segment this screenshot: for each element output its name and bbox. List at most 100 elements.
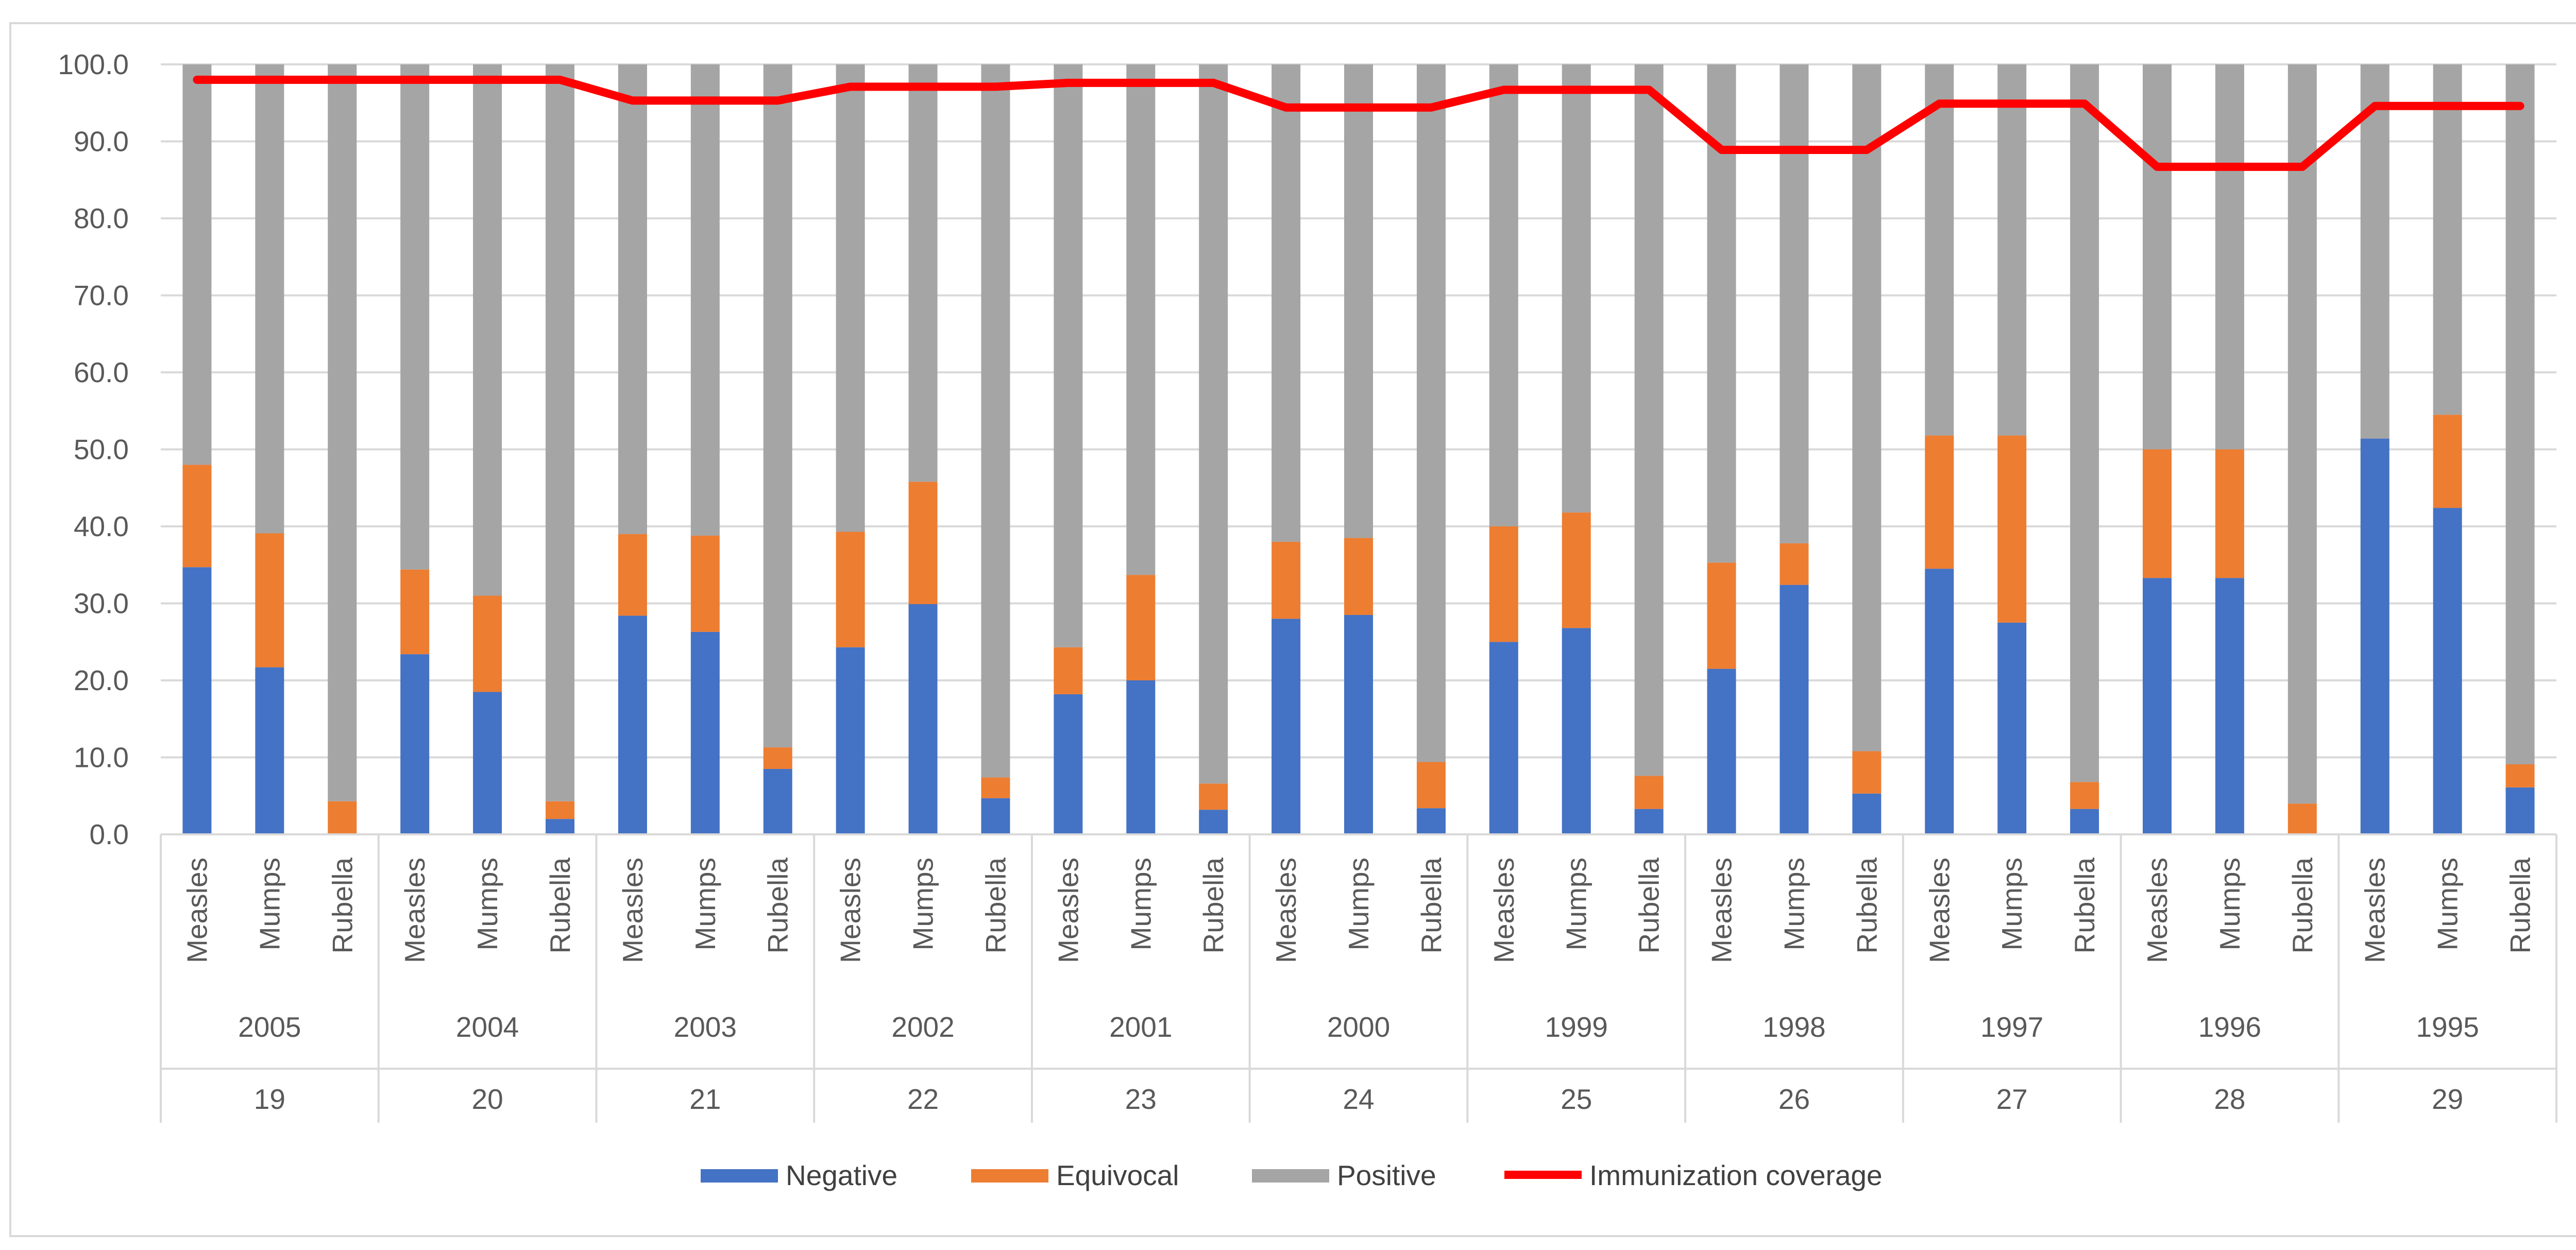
x-year-label: 2004 [456,1011,519,1043]
x-category-label: Rubella [1197,858,1229,954]
bar-segment-equivocal [1852,751,1882,794]
bar-segment-negative [2360,438,2389,834]
x-year-label: 2000 [1327,1011,1390,1043]
bar-segment-positive [1126,64,1156,575]
x-category-label: Measles [1270,858,1302,963]
bar-segment-equivocal [2287,803,2317,834]
bar-segment-positive [2360,64,2389,439]
x-category-label: Measles [1706,858,1738,963]
bar-segment-positive [2215,64,2244,450]
bar-segment-equivocal [1054,647,1083,694]
x-category-label: Rubella [2069,858,2100,954]
bar-segment-negative [2215,578,2244,834]
bar-segment-positive [1199,64,1228,784]
bar-segment-equivocal [1126,575,1156,680]
bar-segment-negative [836,647,865,834]
bar-segment-equivocal [2143,449,2172,578]
x-age-label: 28 [2214,1083,2245,1115]
bar-segment-negative [690,631,720,834]
bar-segment-negative [255,667,284,834]
bar-segment-negative [1707,669,1736,834]
bar-segment-equivocal [328,801,357,834]
bar-segment-negative [1489,642,1518,834]
x-year-label: 2005 [238,1011,301,1043]
bar-segment-positive [1852,64,1882,751]
bar-segment-equivocal [836,532,865,647]
bar-segment-negative [1634,809,1664,834]
x-year-label: 1998 [1762,1011,1825,1043]
x-year-label: 1999 [1545,1011,1608,1043]
x-year-label: 1996 [2198,1011,2261,1043]
bar-segment-equivocal [1272,541,1301,619]
coverage-line-layer [193,75,2524,171]
bar-segment-positive [2287,64,2317,804]
bar-segment-equivocal [2433,415,2462,508]
bar-segment-equivocal [1925,435,1954,569]
bar-segment-negative [981,798,1010,834]
bar-segment-negative [546,819,574,834]
x-category-label: Rubella [1415,858,1447,954]
x-category-label: Rubella [326,858,358,954]
x-age-label: 26 [1778,1083,1810,1115]
bar-segment-negative [763,768,792,834]
x-category-label: Mumps [1778,858,1810,950]
x-year-label: 1995 [2416,1011,2479,1043]
bar-segment-equivocal [473,595,502,692]
x-category-label: Rubella [2504,858,2536,954]
bar-segment-negative [618,615,647,834]
bar-segment-equivocal [400,569,430,655]
legend-label: Positive [1337,1159,1436,1191]
bar-segment-positive [2433,64,2462,415]
immunization-coverage-line [193,75,2524,171]
x-category-label: Mumps [1125,858,1157,950]
x-category-label: Measles [1923,858,1955,963]
bar-segment-negative [1199,810,1228,834]
legend-swatch-negative [701,1169,778,1183]
x-category-label: Measles [617,858,649,963]
x-category-label: Mumps [689,858,721,950]
x-age-label: 20 [471,1083,503,1115]
bar-segment-negative [473,692,502,834]
x-age-label: 22 [907,1083,939,1115]
y-tick-label: 40.0 [74,510,129,542]
x-category-label: Mumps [1561,858,1592,950]
bar-segment-equivocal [1997,435,2027,623]
bar-segment-negative [400,654,430,834]
bar-segment-positive [763,64,792,748]
legend-label: Immunization coverage [1589,1159,1883,1191]
x-category-label: Mumps [1343,858,1375,950]
x-category-label: Rubella [1851,858,1883,954]
bar-segment-positive [2143,64,2172,450]
bar-segment-positive [1416,64,1446,762]
x-category-label: Rubella [2286,858,2318,954]
bar-segment-negative [1416,808,1446,834]
x-age-label: 23 [1125,1083,1157,1115]
bar-segment-negative [2070,809,2099,834]
x-category-label: Mumps [471,858,503,950]
legend-label: Equivocal [1056,1159,1179,1191]
bar-segment-positive [1272,64,1301,542]
x-age-label: 19 [254,1083,285,1115]
x-category-label: Rubella [1633,858,1665,954]
bar-segment-equivocal [1199,783,1228,810]
bar-segment-negative [1852,793,1882,834]
x-age-label: 24 [1343,1083,1374,1115]
y-axis: 0.0 10.0 20.0 30.0 40.0 50.0 60.0 70.0 80.0 90.0 1… [58,48,129,850]
x-age-label: 25 [1561,1083,1592,1115]
bar-segment-positive [690,64,720,536]
legend: Negative Equivocal Positive Immunization co… [701,1159,1883,1191]
bar-segment-negative [1344,614,1373,834]
bar-segment-positive [1925,64,1954,436]
bar-segment-positive [473,64,502,596]
x-category-label: Measles [1488,858,1520,963]
bar-segment-equivocal [546,801,574,819]
bar-segment-equivocal [690,535,720,632]
y-tick-label: 10.0 [74,742,129,774]
x-category-label: Rubella [762,858,794,954]
x-category-label: Measles [835,858,867,963]
y-tick-label: 20.0 [74,664,129,696]
bar-segment-equivocal [1344,538,1373,615]
bar-segment-positive [1562,64,1591,513]
bar-segment-equivocal [981,777,1010,798]
